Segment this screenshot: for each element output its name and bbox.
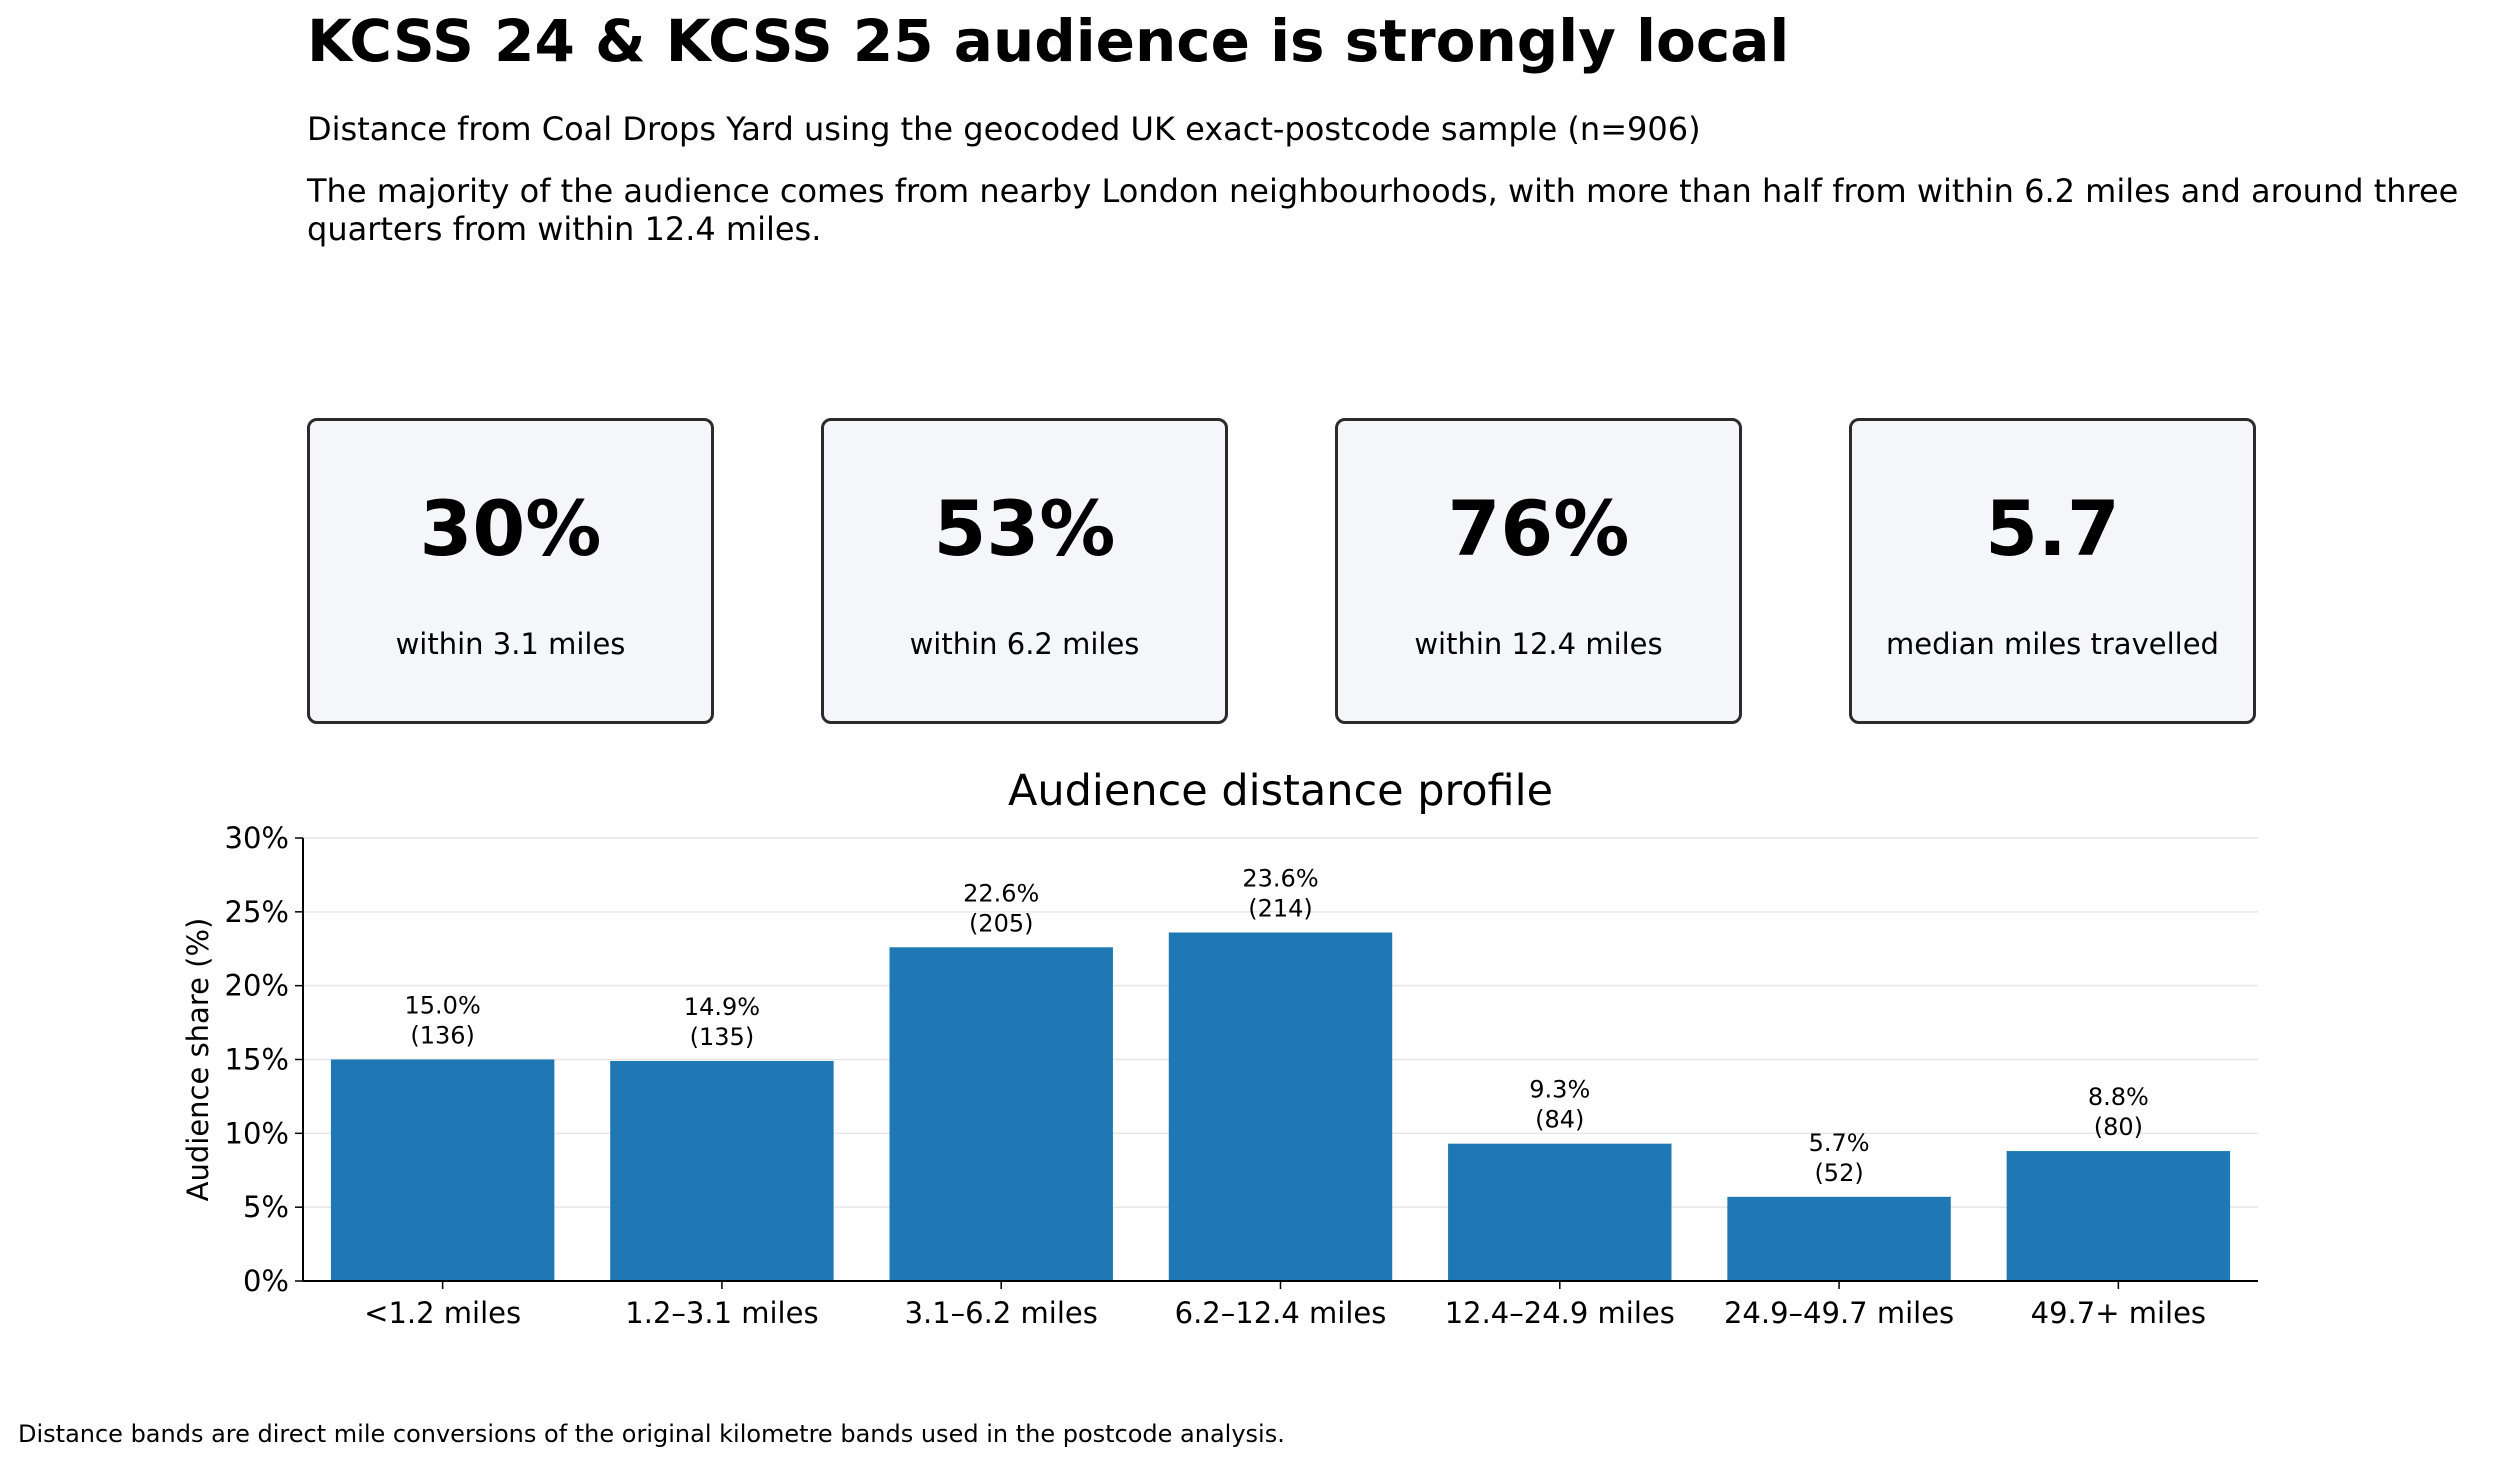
chart-title: Audience distance profile <box>1008 766 1553 816</box>
bar-value-label: 22.6% <box>963 879 1039 907</box>
kpi-card-within-12-4-miles: 76% within 12.4 miles <box>1335 418 1742 724</box>
y-tick-label: 15% <box>225 1043 289 1077</box>
kpi-label: within 3.1 miles <box>395 627 626 661</box>
bar-value-label: 5.7% <box>1809 1129 1870 1157</box>
bar-count-label: (52) <box>1814 1159 1863 1187</box>
kpi-value: 30% <box>419 484 602 573</box>
kpi-value: 76% <box>1447 484 1630 573</box>
x-tick-label: 49.7+ miles <box>2031 1296 2206 1330</box>
bar-value-label: 9.3% <box>1529 1076 1590 1104</box>
page-subtitle: Distance from Coal Drops Yard using the … <box>307 110 1701 148</box>
bar-6 <box>2006 1151 2231 1281</box>
x-tick-label: 24.9–49.7 miles <box>1724 1296 1954 1330</box>
y-axis-label: Audience share (%) <box>181 918 215 1202</box>
y-tick-label: 0% <box>243 1264 289 1298</box>
bar-count-label: (80) <box>2094 1113 2143 1141</box>
bar-value-label: 14.9% <box>684 993 760 1021</box>
kpi-card-median-miles: 5.7 median miles travelled <box>1849 418 2256 724</box>
bar-count-label: (136) <box>410 1022 475 1050</box>
bar-count-label: (84) <box>1535 1106 1584 1134</box>
kpi-value: 53% <box>933 484 1116 573</box>
x-tick-label: 3.1–6.2 miles <box>905 1296 1098 1330</box>
x-tick-label: <1.2 miles <box>364 1296 521 1330</box>
bar-value-label: 23.6% <box>1242 865 1318 893</box>
y-tick-label: 30% <box>225 821 289 855</box>
bar-2 <box>889 947 1113 1281</box>
y-tick-label: 20% <box>225 969 289 1003</box>
y-tick-label: 10% <box>225 1116 289 1150</box>
bar-0 <box>330 1059 555 1281</box>
bar-4 <box>1448 1143 1672 1281</box>
bar-1 <box>610 1060 834 1281</box>
kpi-label: within 12.4 miles <box>1414 627 1663 661</box>
bar-value-label: 15.0% <box>405 992 481 1020</box>
kpi-label: median miles travelled <box>1886 627 2219 661</box>
bar-count-label: (205) <box>969 909 1034 937</box>
bar-3 <box>1168 932 1393 1281</box>
page-title: KCSS 24 & KCSS 25 audience is strongly l… <box>307 7 1790 75</box>
y-tick-label: 5% <box>243 1190 289 1224</box>
kpi-card-within-3-1-miles: 30% within 3.1 miles <box>307 418 714 724</box>
page-description: The majority of the audience comes from … <box>307 172 2459 248</box>
bar-5 <box>1727 1196 1951 1281</box>
kpi-value: 5.7 <box>1985 484 2120 573</box>
kpi-card-within-6-2-miles: 53% within 6.2 miles <box>821 418 1228 724</box>
bar-count-label: (214) <box>1248 895 1313 923</box>
x-tick-label: 6.2–12.4 miles <box>1175 1296 1387 1330</box>
y-tick-label: 25% <box>225 895 289 929</box>
x-tick-label: 12.4–24.9 miles <box>1445 1296 1675 1330</box>
kpi-label: within 6.2 miles <box>909 627 1140 661</box>
bar-count-label: (135) <box>690 1023 755 1051</box>
bar-value-label: 8.8% <box>2088 1083 2149 1111</box>
footnote: Distance bands are direct mile conversio… <box>18 1420 1285 1448</box>
x-tick-label: 1.2–3.1 miles <box>625 1296 818 1330</box>
